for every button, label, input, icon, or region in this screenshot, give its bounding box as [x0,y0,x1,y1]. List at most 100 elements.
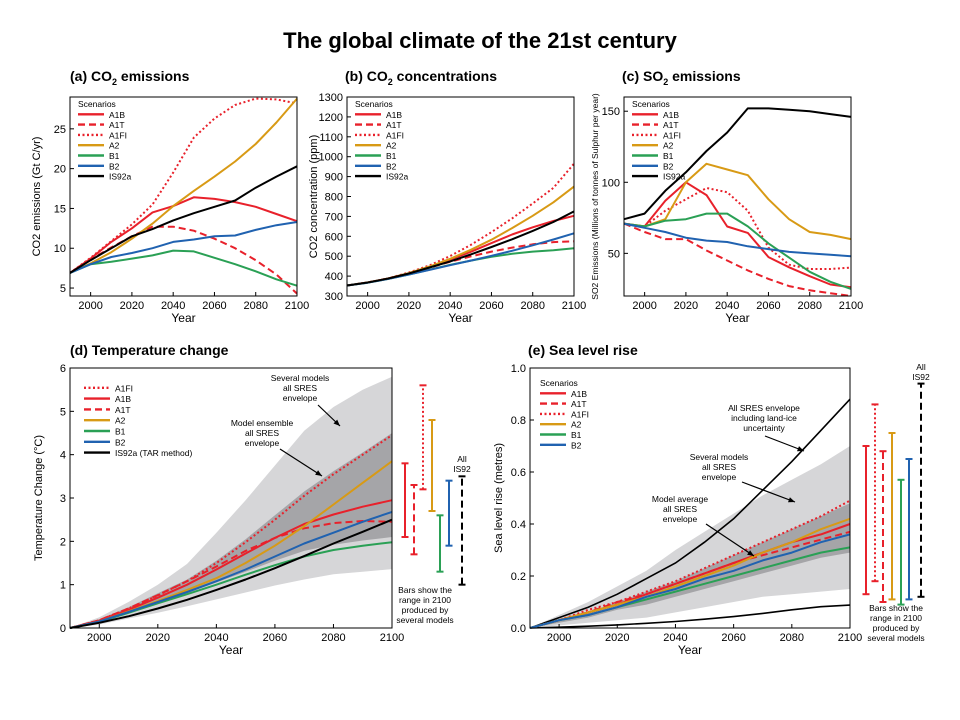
x-tick-label: 2060 [721,632,745,644]
chart-temperature-change: 2000 2020 2040 2060 2080 2100 0 1 2 3 4 5 6 Year Tempe… [33,363,404,657]
x-axis-label: Year [219,643,243,657]
annotation-text: including land-ice [731,413,797,423]
y-axis-label: CO2 emissions (Gt C/yr) [31,137,43,257]
series-line-b2 [69,510,393,629]
panel-title-so2-emissions: (c) SO2 emissions [622,68,741,87]
legend-label: B1 [115,427,126,437]
annotation-text: all SRES [702,462,736,472]
annotation-text: IS92 [453,464,471,474]
panel-title-co2-concentrations: (b) CO2 concentrations [345,68,497,87]
y-tick-label: 800 [325,192,343,204]
legend-label: A2 [571,420,582,430]
x-tick-label: 2100 [838,632,862,644]
x-tick-label: 2000 [78,300,102,312]
x-tick-label: 2060 [263,632,287,644]
y-tick-label: 300 [325,291,343,303]
y-tick-label: 0.8 [511,415,526,427]
legend-label: A1T [109,120,125,130]
legend-label: A1B [109,110,125,120]
y-tick-label: 700 [325,211,343,223]
x-axis-label: Year [725,311,749,325]
y-tick-label: 500 [325,251,343,263]
annotation-text: range in 2100 [870,613,922,623]
series-line-a1t [69,520,393,629]
y-tick-label: 3 [60,493,66,505]
annotation-arrow [741,481,796,503]
envelope-inner-area [70,433,392,628]
x-tick-label: 2080 [243,300,267,312]
panel-title-sea-level-rise: (e) Sea level rise [528,342,638,358]
annotation-text: all SRES [663,504,697,514]
legend-label: IS92a [386,172,408,182]
panel-title-sub: 2 [663,76,669,87]
x-tick-label: 2000 [547,632,571,644]
legend-title: Scenarios [355,99,393,109]
y-tick-label: 4 [60,450,66,462]
plot-frame [346,96,575,297]
y-tick-label: 10 [54,243,66,255]
annotation-text: envelope [245,438,280,448]
x-tick-label: 2000 [632,300,656,312]
x-tick-label: 2100 [380,632,404,644]
panel-title-suffix: concentrations [392,68,498,84]
chart-so2-emissions: 2000 2020 2040 2060 2080 2100 50 100 150 Year SO2 … [590,93,863,325]
series-line-a2 [529,517,851,629]
arrow-head [747,550,754,556]
plot-frame [623,96,852,297]
plot-frame [69,96,298,297]
series-line-a1fi [529,499,851,629]
arrow-head [333,419,340,426]
legend-title: Scenarios [632,99,670,109]
series-line-a2 [346,185,575,287]
panel-title-suffix: emissions [668,68,741,84]
y-tick-label: 15 [54,203,66,215]
series-line-a2 [623,162,852,241]
y-tick-label: 1.0 [511,363,526,375]
chart-co2-concentrations: 2000 2020 2040 2060 2080 2100 300 400 500 600 700 8… [308,92,586,325]
y-tick-label: 0.0 [511,623,526,635]
annotation-text: All SRES envelope [728,403,800,413]
legend-label: IS92a [663,172,685,182]
y-tick-label: 6 [60,363,66,375]
panel-title-prefix: (b) CO [345,68,388,84]
envelope-outer-area [70,376,392,628]
y-tick-label: 150 [602,106,620,118]
legend-label: A2 [663,141,674,151]
annotation-text: several models [867,633,924,643]
annotation-text: All [457,454,467,464]
annotation-arrow [279,448,323,477]
y-tick-label: 5 [60,406,66,418]
series-line-a1b [69,196,298,274]
legend-label: A1FI [115,383,133,393]
series-line-is92a [623,107,852,221]
legend-label: A1FI [571,409,589,419]
chart-co2-emissions: 2000 2020 2040 2060 2080 2100 5 10 15 20 25 Year CO2… [31,96,309,325]
x-tick-label: 2040 [438,300,462,312]
x-tick-label: 2000 [355,300,379,312]
legend-label: A1FI [386,130,404,140]
series-line-is92a [69,165,298,274]
annotation-text: Bars show the [869,603,923,613]
annotation-text: Bars show the [398,585,452,595]
legend-label: B1 [386,151,397,161]
x-tick-label: 2080 [520,300,544,312]
series-line-a1b [69,499,393,629]
page-title: The global climate of the 21st century [283,28,677,53]
y-tick-label: 1100 [319,132,343,144]
y-tick-label: 0.2 [511,571,526,583]
arrow-head [315,470,322,476]
y-tick-label: 400 [325,271,343,283]
y-tick-label: 600 [325,231,343,243]
y-tick-label: 2 [60,536,66,548]
annotation-text: range in 2100 [399,595,451,605]
series-line-is92a [346,210,575,287]
annotation-text: all SRES [245,428,279,438]
legend-label: A1T [386,120,402,130]
arrow-head [797,446,804,452]
chart-sea-level-rise: 2000 2020 2040 2060 2080 2100 0.0 0.2 0.4 0.6 0.8 1… [493,363,862,657]
y-tick-label: 100 [602,177,620,189]
y-axis-label: CO2 concentration (ppm) [308,135,320,259]
x-tick-label: 2080 [797,300,821,312]
